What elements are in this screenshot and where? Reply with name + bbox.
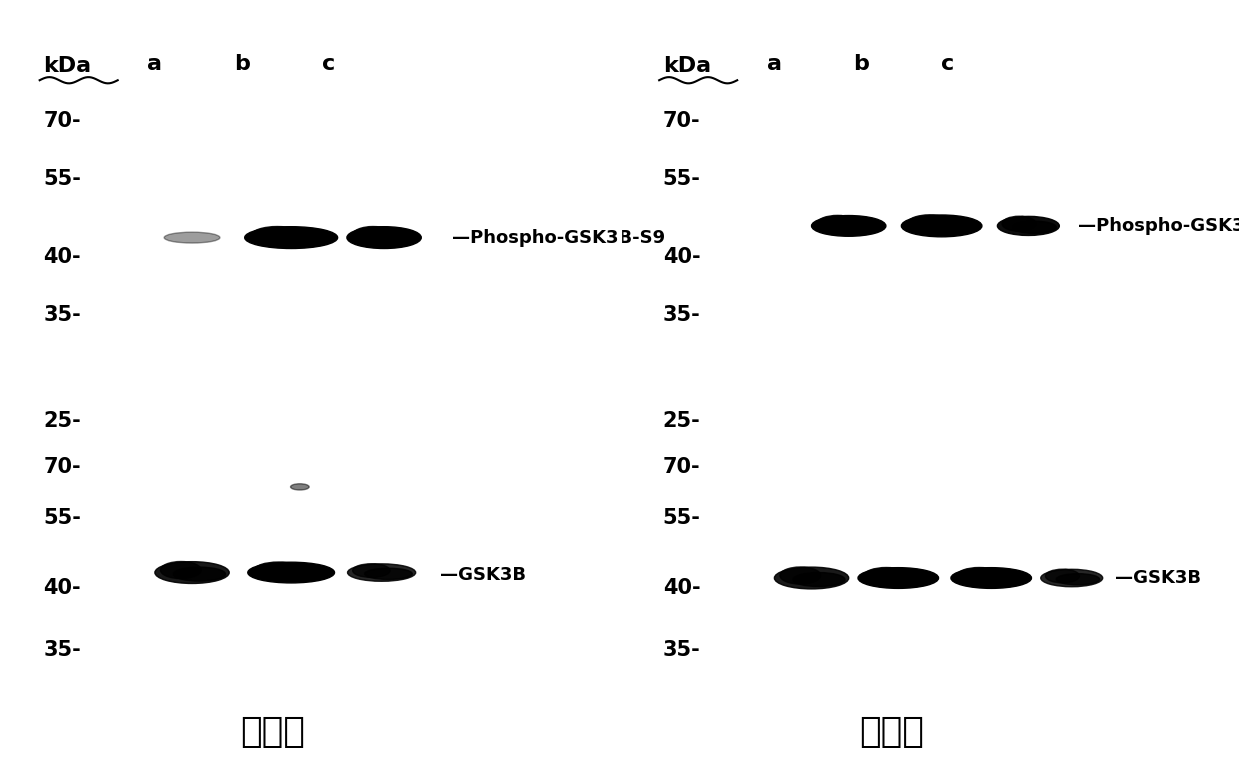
Ellipse shape [997,217,1059,235]
Text: kDa: kDa [663,56,711,76]
Text: 55-: 55- [663,169,701,189]
Ellipse shape [347,564,416,581]
Text: 55-: 55- [43,169,82,189]
Ellipse shape [812,216,886,236]
Text: 25-: 25- [663,411,700,431]
Ellipse shape [1046,569,1079,583]
Text: —Phospho-GSK3B-S9: —Phospho-GSK3B-S9 [452,228,665,247]
Ellipse shape [366,232,418,246]
Ellipse shape [901,215,983,237]
Text: 40-: 40- [663,578,700,598]
Text: 35-: 35- [43,640,81,661]
Ellipse shape [957,568,1001,583]
Text: 35-: 35- [663,305,700,326]
Ellipse shape [248,562,335,583]
Ellipse shape [907,215,952,232]
Text: 25-: 25- [43,411,81,431]
Ellipse shape [793,573,845,587]
Ellipse shape [252,227,302,244]
Ellipse shape [1057,573,1100,585]
Text: —Phospho-GSK3B-S9: —Phospho-GSK3B-S9 [1078,217,1239,235]
Ellipse shape [269,567,330,580]
Text: 35-: 35- [43,305,81,326]
Text: 55-: 55- [663,508,701,528]
Text: 70-: 70- [43,457,81,478]
Text: 55-: 55- [43,508,82,528]
Text: 70-: 70- [43,111,81,131]
Text: 40-: 40- [43,578,81,598]
Text: —GSK3B: —GSK3B [1115,569,1201,587]
Ellipse shape [857,568,939,588]
Text: 第三组: 第三组 [240,715,305,749]
Ellipse shape [830,220,882,234]
Ellipse shape [164,232,221,243]
Ellipse shape [352,227,393,244]
Ellipse shape [173,567,225,581]
Ellipse shape [922,220,978,234]
Ellipse shape [254,562,302,578]
Ellipse shape [952,568,1031,588]
Ellipse shape [774,567,849,589]
Text: 第四组: 第四组 [860,715,924,749]
Text: c: c [942,54,954,74]
Text: 35-: 35- [663,640,700,661]
Text: b: b [234,54,249,74]
Text: a: a [767,54,782,74]
Ellipse shape [290,484,309,490]
Text: 70-: 70- [663,111,700,131]
Text: —GSK3B: —GSK3B [440,566,525,584]
Ellipse shape [155,562,229,583]
Text: 40-: 40- [43,247,81,267]
Ellipse shape [878,573,934,586]
Ellipse shape [347,227,421,249]
Ellipse shape [1041,569,1103,587]
Ellipse shape [864,568,908,583]
Ellipse shape [818,216,857,231]
Text: 40-: 40- [663,247,700,267]
Ellipse shape [364,568,413,580]
Ellipse shape [1002,217,1036,231]
Text: c: c [322,54,335,74]
Ellipse shape [781,567,821,584]
Ellipse shape [244,227,337,249]
Text: 70-: 70- [663,457,700,478]
Text: a: a [147,54,162,74]
Text: kDa: kDa [43,56,92,76]
Ellipse shape [353,564,390,577]
Ellipse shape [1014,221,1056,234]
Ellipse shape [268,232,333,246]
Ellipse shape [160,562,201,579]
Ellipse shape [971,573,1027,586]
Text: b: b [854,54,869,74]
